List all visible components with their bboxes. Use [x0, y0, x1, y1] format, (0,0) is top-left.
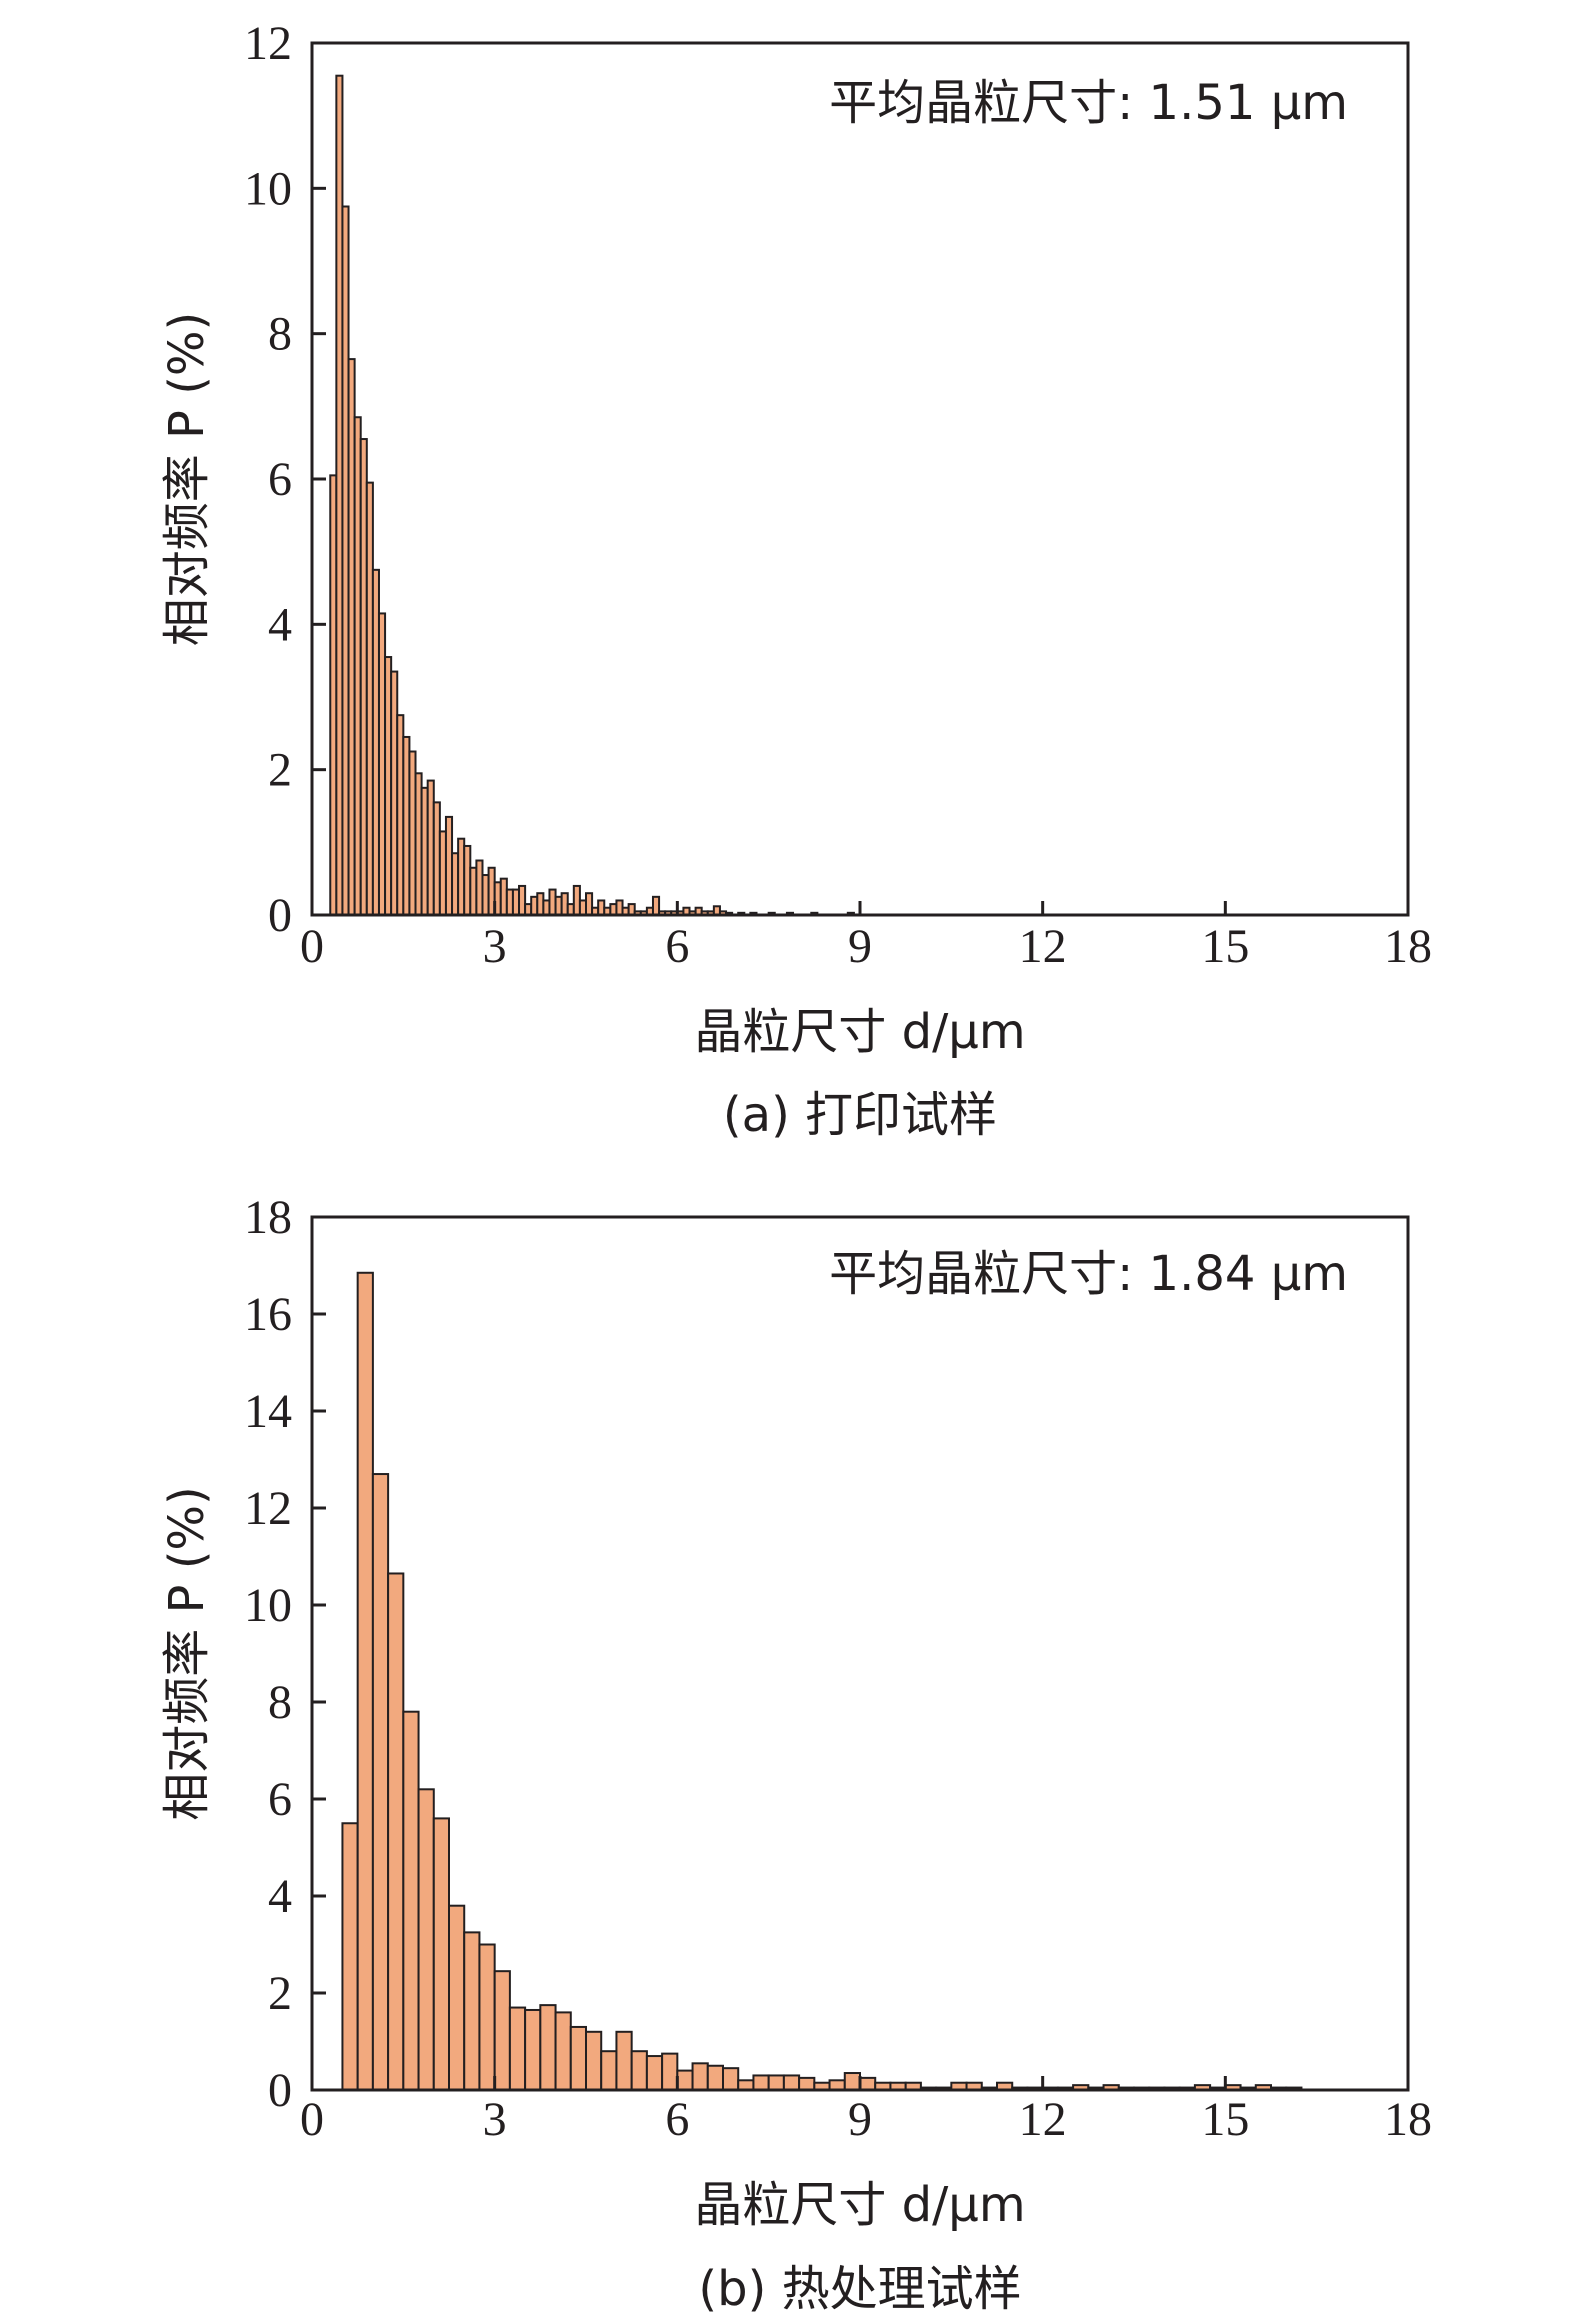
y-tick-label: 16: [244, 1288, 292, 1341]
y-tick-label: 0: [268, 889, 292, 942]
x-tick-label: 3: [483, 2093, 507, 2146]
y-tick-label: 0: [268, 2064, 292, 2117]
x-tick-label: 12: [1019, 2093, 1067, 2146]
bar: [524, 2008, 542, 2091]
bar: [615, 2030, 633, 2092]
bar: [600, 2050, 618, 2091]
y-axis: 0 2 4 6 8 10 12: [244, 17, 326, 942]
x-axis: 0 3 6 9 12 15 18: [300, 901, 1432, 973]
panel-caption: (b) 热处理试样: [698, 2261, 1021, 2317]
bar: [356, 1271, 374, 2091]
y-tick-label: 10: [244, 162, 292, 215]
bar-series: [329, 74, 855, 917]
bar: [691, 2062, 709, 2091]
y-tick-label: 2: [268, 744, 292, 797]
bar: [798, 2076, 816, 2091]
mean-grain-size-annotation: 平均晶粒尺寸: 1.51 μm: [829, 75, 1348, 131]
y-tick-label: 8: [268, 308, 292, 361]
bar: [371, 1473, 390, 2092]
bar: [387, 1572, 405, 2091]
y-tick-label: 4: [268, 598, 292, 651]
x-tick-label: 12: [1019, 920, 1067, 973]
bar: [554, 2011, 572, 2092]
mean-grain-size-annotation: 平均晶粒尺寸: 1.84 μm: [829, 1246, 1348, 1302]
bar: [752, 2074, 770, 2091]
bar: [508, 2006, 527, 2092]
bar: [722, 2067, 740, 2092]
bar: [645, 2055, 664, 2092]
bar: [630, 2050, 648, 2091]
bar: [341, 1822, 359, 2091]
bar-series: [341, 1271, 1303, 2092]
bar: [493, 1970, 511, 2092]
x-axis: 0 3 6 9 12 15 18: [300, 2076, 1432, 2146]
y-axis-label: 相对频率 P (%): [159, 1486, 215, 1821]
x-tick-label: 15: [1201, 920, 1249, 973]
y-tick-label: 2: [268, 1967, 292, 2020]
x-tick-label: 6: [665, 2093, 689, 2146]
bar: [676, 2069, 694, 2092]
y-tick-label: 8: [268, 1676, 292, 1729]
x-tick-label: 18: [1384, 2093, 1432, 2146]
bar: [843, 2072, 861, 2091]
bar: [661, 2052, 679, 2091]
bar: [585, 2030, 603, 2092]
y-tick-label: 12: [244, 1482, 292, 1535]
chart-panel-b: 0 3 6 9 12 15 18 0 2 4 6 8 10 12 14 16 18 晶粒尺寸 d/μm 相对频率 P…: [159, 1191, 1432, 2317]
x-tick-label: 0: [300, 920, 324, 973]
bar: [859, 2076, 877, 2091]
x-tick-label: 3: [483, 920, 507, 973]
y-tick-label: 12: [244, 17, 292, 70]
bar: [432, 1817, 450, 2092]
bar: [767, 2074, 785, 2091]
bar: [539, 2004, 557, 2091]
x-tick-label: 18: [1384, 920, 1432, 973]
y-tick-label: 14: [244, 1385, 292, 1438]
chart-panel-a: 0 3 6 9 12 15 18 0 2 4 6 8 10 12 晶粒尺寸 d/μm 相对频率 P (%) 平均…: [159, 17, 1432, 1143]
bar: [706, 2064, 724, 2091]
y-tick-label: 4: [268, 1870, 292, 1923]
bar: [463, 1931, 481, 2091]
bar: [782, 2074, 801, 2091]
panel-caption: (a) 打印试样: [723, 1087, 997, 1143]
bar: [478, 1943, 496, 2091]
y-axis: 0 2 4 6 8 10 12 14 16 18: [244, 1191, 326, 2117]
y-tick-label: 6: [268, 1773, 292, 1826]
x-axis-label: 晶粒尺寸 d/μm: [694, 1004, 1025, 1060]
y-tick-label: 6: [268, 453, 292, 506]
x-tick-label: 6: [665, 920, 689, 973]
bar: [569, 2025, 587, 2091]
y-tick-label: 10: [244, 1579, 292, 1632]
y-axis-label: 相对频率 P (%): [159, 312, 215, 647]
x-tick-label: 9: [848, 2093, 872, 2146]
y-tick-label: 18: [244, 1191, 292, 1244]
x-tick-label: 9: [848, 920, 872, 973]
x-tick-label: 15: [1201, 2093, 1249, 2146]
bar: [448, 1904, 466, 2091]
bar: [402, 1710, 420, 2091]
x-axis-label: 晶粒尺寸 d/μm: [694, 2177, 1025, 2233]
bar: [417, 1788, 435, 2092]
x-tick-label: 0: [300, 2093, 324, 2146]
